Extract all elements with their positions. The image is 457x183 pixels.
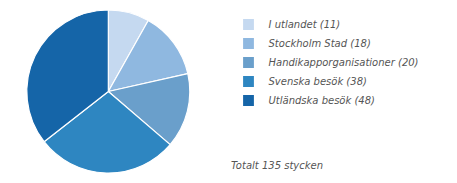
svg-text:Utländska besök (48): Utländska besök (48) <box>269 95 375 106</box>
svg-text:Svenska besök (38): Svenska besök (38) <box>269 76 367 87</box>
svg-text:Totalt 135 stycken: Totalt 135 stycken <box>231 160 323 171</box>
svg-text:I utlandet (11): I utlandet (11) <box>269 19 341 30</box>
svg-text:Stockholm Stad (18): Stockholm Stad (18) <box>269 38 371 49</box>
svg-text:Handikapporganisationer (20): Handikapporganisationer (20) <box>269 57 419 68</box>
